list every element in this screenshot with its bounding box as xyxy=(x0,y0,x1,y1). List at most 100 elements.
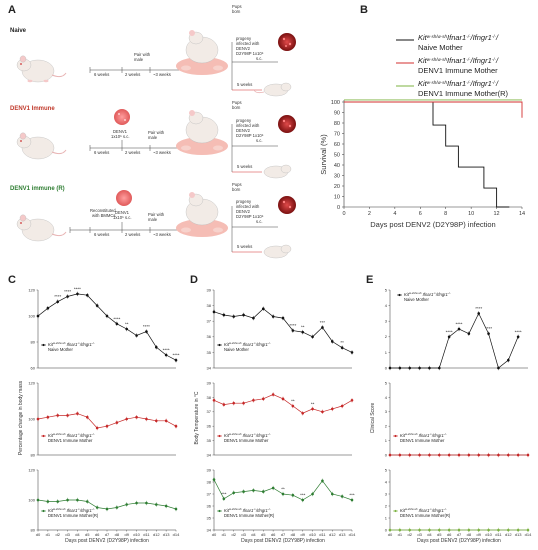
legend-dot xyxy=(218,434,221,438)
immune-weeks-5: 5 weeks xyxy=(237,164,252,169)
immune-r-progeny-3: DENV2 xyxy=(236,209,251,214)
y-tick-label: 38 xyxy=(207,479,212,484)
mother-pups-icon xyxy=(176,192,228,237)
y-tick-label: 37 xyxy=(207,319,212,324)
data-point xyxy=(46,415,50,419)
mother-pups-icon xyxy=(176,110,228,155)
immune-r-denv1-2: 1x10⁵ s.c. xyxy=(113,215,132,220)
immune-progeny-5: s.c. xyxy=(256,138,263,143)
data-point xyxy=(506,358,510,362)
series-line xyxy=(390,312,519,369)
data-point xyxy=(408,453,412,457)
y-tick-label: 5 xyxy=(385,287,388,292)
immune-pair-2: male xyxy=(148,135,158,140)
survival-y-label: Survival (%) xyxy=(319,134,328,175)
legend-group-2: DENV1 Immune Mother(R) xyxy=(418,89,509,98)
x-tick-label: d13 xyxy=(339,532,346,537)
x-tick-label: d1 xyxy=(222,532,227,537)
x-tick-label: 12 xyxy=(494,211,500,217)
data-point xyxy=(232,491,236,495)
data-point xyxy=(85,293,89,297)
y-tick-label: 90 xyxy=(334,111,340,117)
x-tick-label: d10 xyxy=(309,532,316,537)
data-point xyxy=(457,453,461,457)
immune-r-denv1-1: DENV1 xyxy=(115,210,130,215)
immune-r-pair-2: male xyxy=(148,217,158,222)
data-point xyxy=(428,528,431,532)
y-tick-label: 100 xyxy=(331,100,340,106)
denv2-virus-icon xyxy=(278,115,296,133)
data-point xyxy=(477,528,481,532)
data-point xyxy=(301,330,305,334)
data-point xyxy=(232,401,236,405)
data-point xyxy=(252,398,255,402)
naive-pair-1: Pair with xyxy=(134,52,151,57)
data-point xyxy=(95,304,99,307)
data-point xyxy=(340,346,344,350)
data-point xyxy=(115,322,119,326)
x-tick-label: d5 xyxy=(437,532,442,537)
legend-dot xyxy=(42,343,45,347)
naive-weeks-5: 5 weeks xyxy=(237,82,252,87)
x-tick-label: d11 xyxy=(143,532,150,537)
mother-pups-icon xyxy=(176,30,228,75)
immune-progeny-3: DENV2 xyxy=(236,128,251,133)
y-tick-label: 3 xyxy=(385,319,388,324)
data-point xyxy=(497,366,500,370)
y-tick-label: 2 xyxy=(385,424,388,429)
x-tick-label: d3 xyxy=(417,532,422,537)
naive-pair-2: male xyxy=(134,57,144,62)
naive-progeny-4: D2Y98P 1x10⁵ xyxy=(236,51,264,56)
significance-stars: ** xyxy=(340,340,344,345)
y-tick-label: 38 xyxy=(207,395,212,400)
panel_E-x-label: Days post DENV2 (D2Y98P) infection xyxy=(417,538,501,544)
x-tick-label: d2 xyxy=(407,532,412,537)
immune-r-weeks-6: 6 weeks xyxy=(94,232,109,237)
naive-weeks-6: 6 weeks xyxy=(94,72,109,77)
x-tick-label: d13 xyxy=(163,532,170,537)
y-tick-label: 5 xyxy=(385,467,388,472)
y-tick-label: 37 xyxy=(207,491,212,496)
y-tick-label: 40 xyxy=(334,163,340,169)
x-tick-label: d7 xyxy=(105,532,110,537)
data-point xyxy=(174,358,178,362)
data-point xyxy=(76,498,79,502)
legend-name: DENV1 Immune Mother xyxy=(400,438,445,443)
legend-genotype: Kitw-sh/w-sh Ifnar1-/-/Ifngr1-/- xyxy=(48,432,95,438)
data-point xyxy=(398,366,402,370)
y-tick-label: 36 xyxy=(207,503,212,508)
panel_C-y-label: Percentage change in body mass xyxy=(18,380,24,455)
immune-r-row: Reconstituted with BMMCs DENV1 1x10⁵ s.c… xyxy=(16,182,296,259)
data-point xyxy=(222,497,226,501)
data-point xyxy=(428,453,431,457)
data-point xyxy=(242,313,245,317)
y-tick-label: 120 xyxy=(28,287,35,292)
legend-genotype-0: Kitw-sh/w-shIfnar1-/-/Ifngr1-/-/ xyxy=(418,33,499,42)
y-tick-label: 0 xyxy=(337,205,340,211)
mouse-icon xyxy=(16,132,67,160)
x-tick-label: d1 xyxy=(46,532,51,537)
x-tick-label: d14 xyxy=(173,532,180,537)
data-point xyxy=(154,345,158,349)
y-tick-label: 4 xyxy=(385,395,388,400)
data-point xyxy=(271,486,275,490)
immune-progeny-2: infected with xyxy=(236,123,260,128)
x-tick-label: d4 xyxy=(251,532,256,537)
significance-stars: **** xyxy=(455,322,462,327)
x-tick-label: d6 xyxy=(95,532,100,537)
immune-weeks-3: ~3 weeks xyxy=(153,150,171,155)
data-point xyxy=(408,366,412,370)
data-point xyxy=(388,366,392,370)
immune-r-pups-1: Pups xyxy=(232,182,242,187)
x-tick-label: d9 xyxy=(124,532,129,537)
data-point xyxy=(457,528,461,532)
series-line xyxy=(213,308,353,353)
x-tick-label: d5 xyxy=(85,532,90,537)
x-tick-label: d12 xyxy=(329,532,336,537)
x-tick-label: d14 xyxy=(525,532,532,537)
y-tick-label: 100 xyxy=(28,313,35,318)
data-point xyxy=(115,421,119,424)
legend-name: DENV1 Immune Mother(R) xyxy=(48,513,99,518)
